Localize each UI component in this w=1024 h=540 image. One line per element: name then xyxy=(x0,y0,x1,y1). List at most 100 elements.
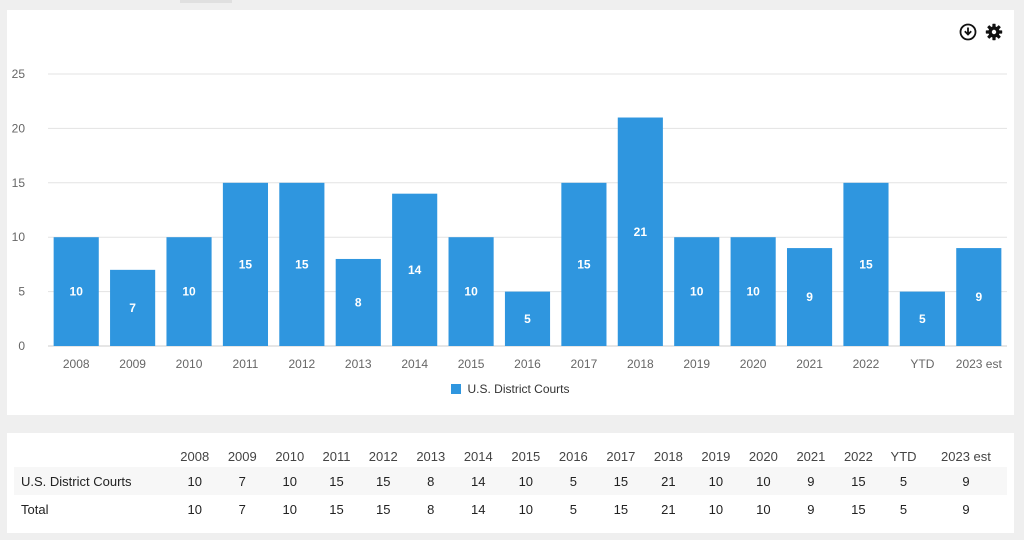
column-header: 2023 est xyxy=(941,448,991,464)
y-tick-label: 10 xyxy=(12,230,26,244)
table-cell: 10 xyxy=(266,467,314,495)
column-header: 2020 xyxy=(748,448,778,464)
legend-swatch xyxy=(451,384,462,394)
table-cell: 15 xyxy=(597,467,645,495)
bar[interactable] xyxy=(561,182,607,346)
table-cell: 5 xyxy=(549,467,598,495)
column-header: 2022 xyxy=(843,448,873,464)
column-header: YTD xyxy=(890,448,917,464)
table-cell: 10 xyxy=(502,467,550,495)
legend-label: U.S. District Courts xyxy=(467,382,570,396)
x-tick-label: 2015 xyxy=(458,357,485,371)
x-tick-label: YTD xyxy=(910,357,934,371)
bar-data-label: 9 xyxy=(975,290,982,304)
table-row: Total 10 7 10 15 15 8 14 10 5 15 21 10 10 9 15 5 9 xyxy=(14,495,1007,523)
table-cell: 10 xyxy=(708,501,724,517)
bar[interactable] xyxy=(335,258,381,346)
table-cell: 15 xyxy=(329,501,344,517)
bar[interactable] xyxy=(110,269,156,346)
table-cell: 10 xyxy=(692,467,740,495)
x-tick-label: 2012 xyxy=(289,357,316,371)
bar[interactable] xyxy=(786,248,833,346)
data-table-card: 2008 2009 2010 2011 2012 2013 2014 2015 2016 2017… xyxy=(7,433,1014,533)
table-cell: 15 xyxy=(613,501,629,517)
bar[interactable] xyxy=(674,237,720,346)
column-header: 2021 xyxy=(796,448,826,464)
row-label: U.S. District Courts xyxy=(14,467,171,495)
bar-data-label: 10 xyxy=(746,285,760,299)
column-header: 2014 xyxy=(463,448,493,464)
bar[interactable] xyxy=(222,182,269,346)
column-header: 2011 xyxy=(322,448,351,464)
table-cell: 21 xyxy=(661,501,676,517)
bar-data-label: 15 xyxy=(859,257,873,271)
bar[interactable] xyxy=(956,248,1002,346)
column-header: 2017 xyxy=(606,448,636,464)
bar[interactable] xyxy=(843,182,889,346)
bar[interactable] xyxy=(279,182,325,346)
table-cell: 9 xyxy=(962,501,970,517)
data-table: 2008 2009 2010 2011 2012 2013 2014 2015 2016 2017… xyxy=(14,445,1007,523)
x-tick-label: 2021 xyxy=(796,357,823,371)
y-tick-label: 0 xyxy=(18,339,25,353)
bar-data-label: 8 xyxy=(355,295,362,309)
x-tick-label: 2013 xyxy=(345,357,372,371)
bar[interactable] xyxy=(504,291,551,346)
table-cell: 10 xyxy=(171,467,219,495)
bar[interactable] xyxy=(617,117,663,347)
table-cell: 10 xyxy=(739,467,788,495)
top-tab-indicator xyxy=(180,0,232,3)
column-header: 2016 xyxy=(558,448,588,464)
bar-data-label: 15 xyxy=(577,257,591,271)
table-cell: 7 xyxy=(238,501,246,517)
bar-data-label: 5 xyxy=(524,312,531,326)
column-header: 2008 xyxy=(180,448,210,464)
column-header: 2013 xyxy=(416,448,446,464)
y-tick-label: 5 xyxy=(18,285,25,299)
table-cell: 10 xyxy=(518,501,534,517)
bar-data-label: 15 xyxy=(295,257,309,271)
x-tick-label: 2019 xyxy=(683,357,710,371)
table-cell: 7 xyxy=(218,467,267,495)
table-cell: 14 xyxy=(454,467,503,495)
x-tick-label: 2018 xyxy=(627,357,654,371)
bar[interactable] xyxy=(166,237,212,346)
x-tick-label: 2009 xyxy=(119,357,146,371)
table-cell: 15 xyxy=(834,467,883,495)
table-cell: 8 xyxy=(407,467,455,495)
chart-legend[interactable]: U.S. District Courts xyxy=(7,382,1014,396)
x-tick-label: 2022 xyxy=(853,357,880,371)
x-tick-label: 2014 xyxy=(401,357,428,371)
download-button[interactable] xyxy=(958,22,978,42)
bar-data-label: 9 xyxy=(806,290,813,304)
bar[interactable] xyxy=(53,237,99,346)
bar-data-label: 10 xyxy=(464,285,478,299)
x-tick-label: 2020 xyxy=(740,357,767,371)
bar-data-label: 10 xyxy=(182,285,196,299)
column-header: 2018 xyxy=(653,448,683,464)
table-cell: 5 xyxy=(899,501,908,517)
table-cell: 15 xyxy=(376,501,391,517)
bar-data-label: 14 xyxy=(408,263,422,277)
bar[interactable] xyxy=(899,291,945,346)
column-header xyxy=(14,445,171,467)
download-circle-icon xyxy=(959,23,977,41)
bar[interactable] xyxy=(730,237,776,346)
column-header: 2015 xyxy=(511,448,541,464)
column-header: 2010 xyxy=(275,448,305,464)
table-cell: 9 xyxy=(924,467,1007,495)
bar[interactable] xyxy=(448,237,494,346)
y-tick-label: 15 xyxy=(12,176,26,190)
x-tick-label: 2011 xyxy=(233,357,259,371)
gear-icon xyxy=(985,23,1003,41)
table-cell: 15 xyxy=(851,501,866,517)
y-tick-label: 25 xyxy=(12,67,26,81)
table-cell: 5 xyxy=(569,501,577,517)
column-header: 2019 xyxy=(701,448,731,464)
table-cell: 10 xyxy=(187,501,202,517)
chart-toolbar xyxy=(958,22,1004,42)
settings-button[interactable] xyxy=(984,22,1004,42)
bar[interactable] xyxy=(392,193,438,346)
bar-data-label: 5 xyxy=(919,312,926,326)
